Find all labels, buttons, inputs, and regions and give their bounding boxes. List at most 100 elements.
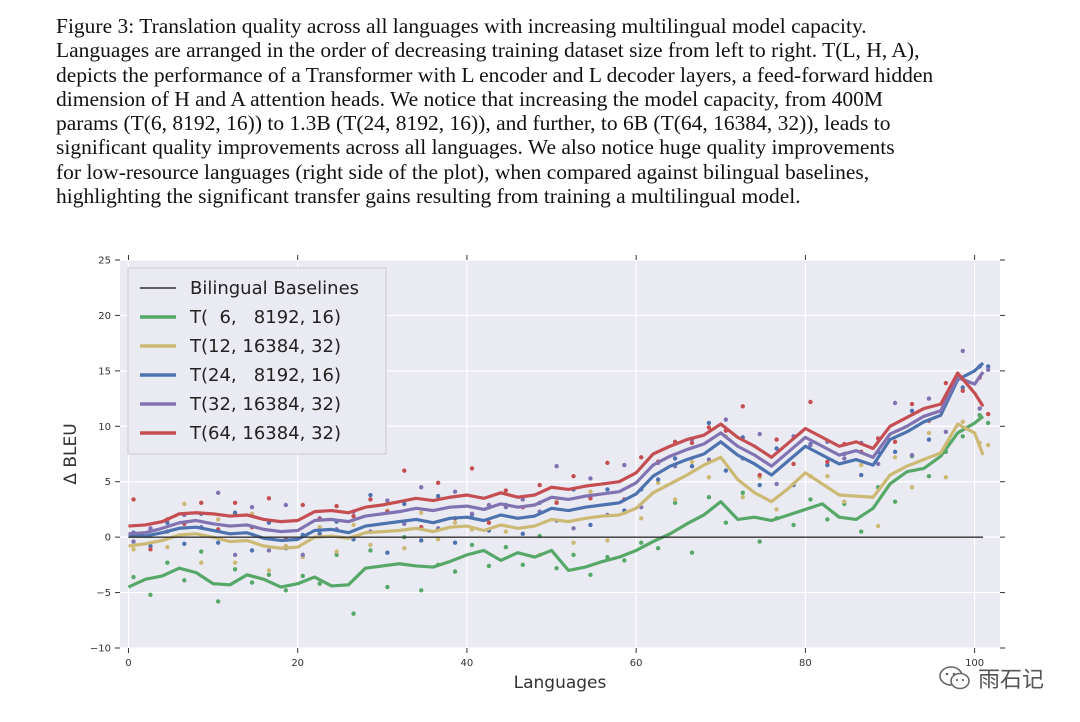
scatter-point xyxy=(875,461,881,467)
caption-line: params (T(6, 8192, 16)) to 1.3B (T(24, 8… xyxy=(56,111,891,136)
scatter-point xyxy=(165,560,170,565)
scatter-point xyxy=(368,548,373,553)
scatter-point xyxy=(960,419,965,425)
scatter-point xyxy=(655,480,661,486)
scatter-point xyxy=(791,522,796,528)
scatter-point xyxy=(351,513,356,519)
scatter-point xyxy=(605,487,610,492)
scatter-point xyxy=(960,348,965,354)
scatter-point xyxy=(215,540,221,545)
scatter-point xyxy=(131,574,136,580)
scatter-point xyxy=(791,461,796,467)
scatter-point xyxy=(419,510,424,515)
scatter-point xyxy=(249,548,255,553)
caption-line: highlighting the significant transfer ga… xyxy=(56,184,801,209)
scatter-point xyxy=(554,565,559,571)
scatter-point xyxy=(503,544,509,550)
y-axis-label: Δ BLEU xyxy=(61,423,81,484)
scatter-point xyxy=(148,592,153,597)
scatter-point xyxy=(571,473,576,479)
scatter-point xyxy=(825,462,830,468)
scatter-point xyxy=(317,581,322,586)
scatter-point xyxy=(588,572,593,578)
scatter-point xyxy=(249,580,255,585)
scatter-point xyxy=(520,562,525,568)
x-tick-label: 100 xyxy=(965,658,984,669)
scatter-point xyxy=(182,501,187,507)
scatter-point xyxy=(655,546,661,551)
scatter-point xyxy=(571,552,576,558)
scatter-point xyxy=(723,468,729,473)
scatter-point xyxy=(960,434,965,439)
scatter-point xyxy=(232,510,238,515)
scatter-point xyxy=(909,485,915,490)
scatter-point xyxy=(368,497,373,502)
scatter-point xyxy=(249,505,255,510)
scatter-point xyxy=(554,463,559,469)
scatter-point xyxy=(622,558,627,563)
scatter-point xyxy=(706,425,712,430)
scatter-point xyxy=(825,517,830,522)
scatter-point xyxy=(588,522,593,528)
scatter-point xyxy=(469,466,475,471)
scatter-point xyxy=(215,490,221,495)
series-lines xyxy=(127,361,985,589)
scatter-point xyxy=(182,541,187,546)
scatter-point xyxy=(351,611,356,616)
scatter-point xyxy=(943,429,949,435)
legend-label: T(32, 16384, 32) xyxy=(189,394,341,415)
scatter-point xyxy=(452,540,458,545)
scatter-point xyxy=(402,521,407,527)
y-tick-label: 20 xyxy=(98,311,111,322)
scatter-point xyxy=(503,529,509,534)
scatter-point xyxy=(402,546,407,551)
scatter-point xyxy=(317,531,322,537)
scatter-point xyxy=(199,560,204,565)
scatter-point xyxy=(232,567,238,572)
scatter-point xyxy=(402,501,407,507)
y-tick-label: −10 xyxy=(90,644,111,655)
scatter-point xyxy=(639,516,644,521)
y-tick-label: 15 xyxy=(98,366,111,377)
scatter-point xyxy=(283,588,289,593)
scatter-point xyxy=(655,477,661,482)
y-tick-label: 5 xyxy=(105,477,111,488)
scatter-point xyxy=(452,569,458,574)
scatter-point xyxy=(672,497,678,502)
scatter-point xyxy=(926,430,932,436)
scatter-point xyxy=(977,406,982,411)
axis-ticks: 0 20 40 60 80 100 −10 −5 0 5 10 15 20 25 xyxy=(90,255,1005,669)
scatter-point xyxy=(842,456,847,461)
scatter-point xyxy=(723,417,729,422)
scatter-point xyxy=(757,431,762,437)
scatter-point xyxy=(605,538,610,543)
scatter-point xyxy=(266,568,272,573)
scatter-point xyxy=(985,442,991,448)
scatter-point xyxy=(926,473,932,479)
scatter-point xyxy=(639,540,644,545)
scatter-point xyxy=(740,490,745,495)
scatter-point xyxy=(215,599,221,604)
scatter-point xyxy=(909,408,915,413)
scatter-point xyxy=(419,538,424,543)
scatter-point xyxy=(435,537,441,542)
caption-line: Figure 3: Translation quality across all… xyxy=(56,14,867,38)
scatter-point xyxy=(232,500,238,505)
scatter-point xyxy=(554,500,559,505)
scatter-point xyxy=(892,439,898,445)
scatter-point xyxy=(808,442,813,448)
scatter-point xyxy=(215,517,221,522)
scatter-point xyxy=(266,548,272,553)
scatter-point xyxy=(672,456,678,461)
scatter-point xyxy=(199,500,204,505)
y-tick-label: 0 xyxy=(105,533,111,544)
scatter-point xyxy=(985,411,991,417)
scatter-point xyxy=(385,550,390,555)
scatter-point xyxy=(960,388,965,394)
y-tick-label: 10 xyxy=(98,422,111,433)
scatter-point xyxy=(706,475,712,480)
scatter-point xyxy=(808,399,813,405)
y-tick-label: 25 xyxy=(98,256,111,267)
scatter-point xyxy=(774,437,779,442)
